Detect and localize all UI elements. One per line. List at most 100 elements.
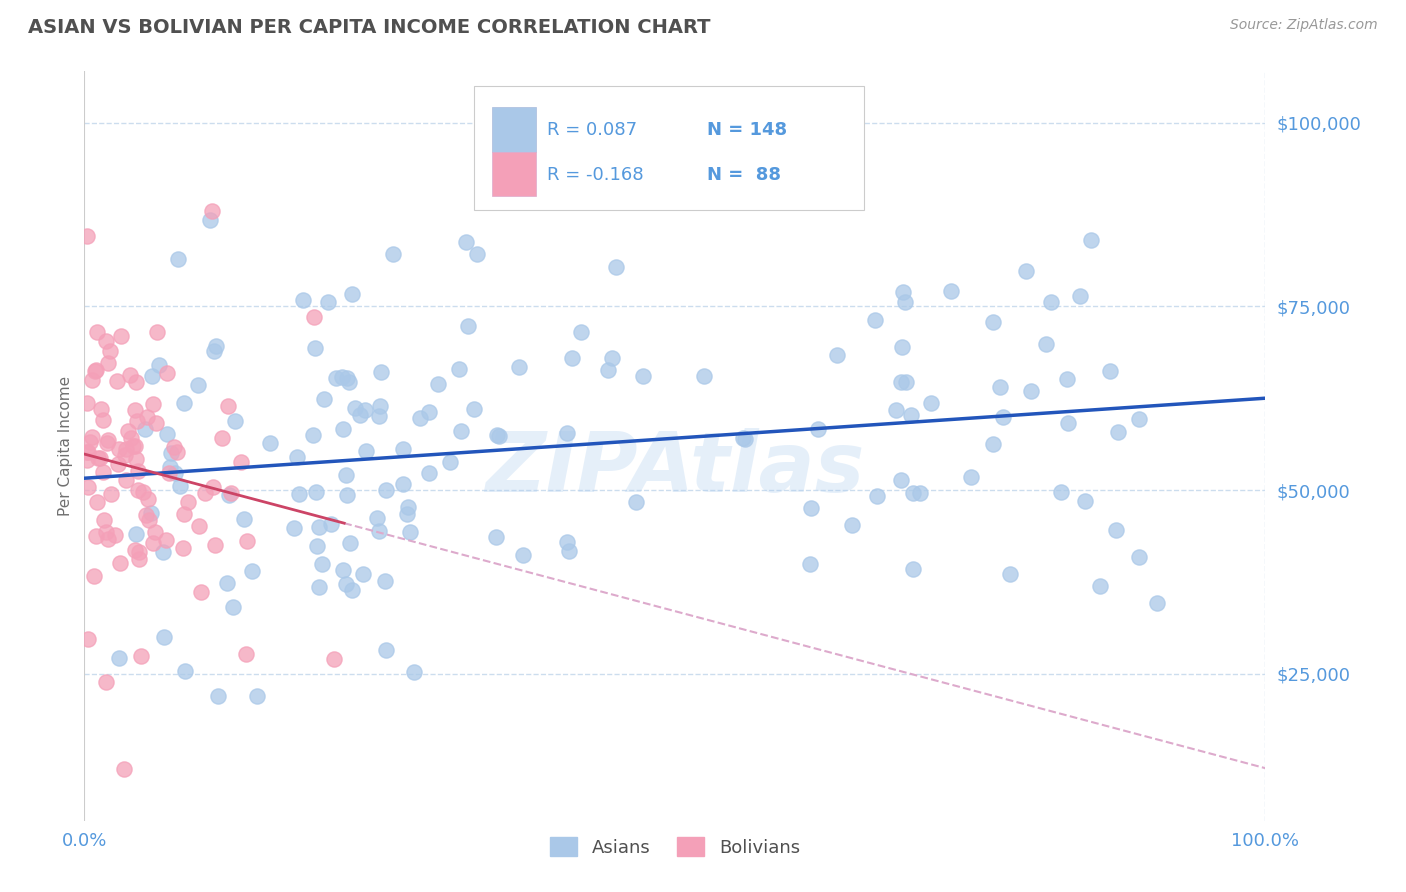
Point xyxy=(76,395,98,409)
Point xyxy=(287,450,309,464)
Point xyxy=(555,425,578,440)
Point xyxy=(488,428,510,442)
Point xyxy=(988,380,1011,394)
Point xyxy=(159,446,181,460)
Point xyxy=(110,329,132,343)
Point xyxy=(1035,337,1057,351)
Point xyxy=(368,524,391,539)
Point xyxy=(991,410,1014,425)
Point xyxy=(114,448,136,462)
Point xyxy=(508,359,530,374)
Point xyxy=(107,442,129,456)
Point xyxy=(343,401,366,415)
Point xyxy=(1056,372,1078,386)
Point xyxy=(79,434,101,449)
Point xyxy=(217,576,239,591)
Point xyxy=(96,436,118,450)
Point xyxy=(94,675,117,690)
Point xyxy=(1015,264,1038,278)
Point xyxy=(1019,384,1042,398)
Point xyxy=(152,544,174,558)
Point xyxy=(392,442,415,456)
Point xyxy=(402,665,425,679)
Point xyxy=(920,396,942,410)
Point xyxy=(172,541,194,555)
Text: N =  88: N = 88 xyxy=(707,166,780,184)
FancyBboxPatch shape xyxy=(492,153,536,196)
Point xyxy=(94,524,117,539)
Point xyxy=(841,518,863,533)
Point xyxy=(167,252,190,266)
Point xyxy=(485,427,508,442)
Point xyxy=(339,536,361,550)
Point xyxy=(939,284,962,298)
Point xyxy=(117,424,139,438)
Point xyxy=(125,527,148,541)
Point xyxy=(291,293,314,308)
Point xyxy=(512,548,534,562)
Point xyxy=(484,530,506,544)
Point xyxy=(163,440,186,454)
Point xyxy=(439,455,461,469)
Point xyxy=(83,364,105,378)
Point xyxy=(335,576,357,591)
Point xyxy=(335,468,357,483)
Point xyxy=(139,506,162,520)
Point xyxy=(395,507,418,521)
Point xyxy=(93,513,115,527)
Point xyxy=(104,528,127,542)
FancyBboxPatch shape xyxy=(474,87,863,210)
FancyBboxPatch shape xyxy=(492,107,536,152)
Point xyxy=(217,399,239,413)
Point xyxy=(894,375,917,389)
Point xyxy=(624,495,647,509)
Point xyxy=(190,585,212,599)
Point xyxy=(368,399,391,413)
Point xyxy=(368,409,391,424)
Point xyxy=(142,535,165,549)
Point xyxy=(235,647,257,661)
Point xyxy=(631,369,654,384)
Point xyxy=(336,488,359,502)
Point xyxy=(454,235,477,249)
Point xyxy=(145,416,167,430)
Point xyxy=(330,369,353,384)
Point xyxy=(1090,578,1112,592)
Point xyxy=(97,356,120,370)
Point xyxy=(156,426,179,441)
Point xyxy=(558,543,581,558)
Point xyxy=(382,247,405,261)
Point xyxy=(77,445,100,459)
Point xyxy=(127,483,149,498)
Point xyxy=(396,500,419,514)
Point xyxy=(693,369,716,384)
Point xyxy=(901,486,924,500)
Point xyxy=(82,430,104,444)
Point xyxy=(96,334,118,348)
Point xyxy=(308,580,330,594)
Point xyxy=(246,689,269,703)
Point xyxy=(316,295,339,310)
Point xyxy=(449,362,471,376)
Point xyxy=(319,517,342,532)
Text: R = -0.168: R = -0.168 xyxy=(547,166,644,184)
Point xyxy=(148,358,170,372)
Point xyxy=(82,373,104,387)
Point xyxy=(398,524,420,539)
Point xyxy=(134,422,156,436)
Point xyxy=(97,532,120,546)
Point xyxy=(903,562,925,576)
Point xyxy=(323,652,346,666)
Point xyxy=(981,437,1004,451)
Point xyxy=(569,325,592,339)
Point xyxy=(340,286,363,301)
Point xyxy=(598,363,620,377)
Point xyxy=(194,485,217,500)
Point xyxy=(288,486,311,500)
Point xyxy=(165,466,187,480)
Point xyxy=(799,557,821,571)
Point xyxy=(128,545,150,559)
Point xyxy=(890,473,912,487)
Point xyxy=(76,453,98,467)
Point xyxy=(893,294,915,309)
